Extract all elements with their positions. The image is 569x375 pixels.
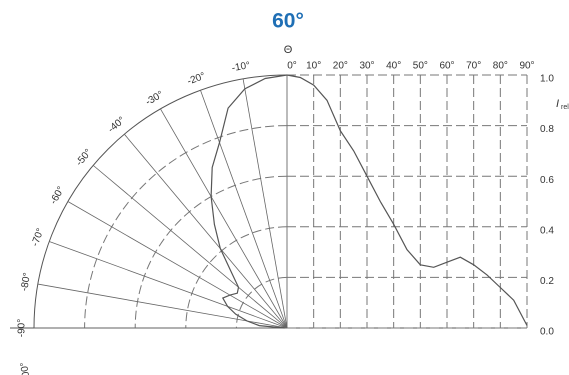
polar-tick-label: -20°: [186, 71, 207, 88]
y-tick-label: 0.8: [540, 124, 554, 135]
polar-spoke: [67, 201, 288, 329]
polar-curve: [210, 74, 288, 329]
polar-ring: [235, 276, 288, 329]
y-tick-label: 1.0: [540, 74, 554, 85]
y-tick-label: 0.2: [540, 276, 554, 287]
x-tick-label: 30°: [359, 61, 374, 72]
polar-ring: [185, 226, 288, 329]
polar-tick-label: -60°: [48, 185, 67, 206]
polar-tick-label: -90°: [17, 319, 28, 337]
intensity-curve: [286, 74, 528, 326]
y-tick-label: 0.0: [540, 327, 554, 338]
x-tick-label: 90°: [519, 61, 534, 72]
polar-ring: [84, 125, 288, 329]
polar-tick-label: -50°: [74, 147, 94, 168]
polar-spoke: [124, 133, 288, 329]
x-tick-label: 50°: [413, 61, 428, 72]
x-tick-label: 20°: [333, 61, 348, 72]
x-tick-label: 10°: [306, 61, 321, 72]
y-tick-label: 0.6: [540, 175, 554, 186]
polar-tick-label: -40°: [106, 115, 127, 135]
polar-spoke: [92, 165, 288, 329]
polar-tick-label: -70°: [30, 227, 47, 248]
x-tick-label: 80°: [493, 61, 508, 72]
y-axis-label: I: [556, 98, 559, 110]
polar-tick-label: -80°: [19, 272, 33, 292]
y-tick-label: 0.4: [540, 225, 554, 236]
polar-spoke: [49, 241, 288, 329]
y-axis-label-sub: rel: [561, 104, 569, 111]
x-tick-label: 0°: [287, 61, 297, 72]
polar-tick-label: -30°: [144, 89, 165, 108]
chart-title: 60°: [272, 10, 304, 33]
polar-tick-label: -100°: [19, 361, 34, 375]
x-tick-label: 60°: [439, 61, 454, 72]
x-tick-label: 70°: [466, 61, 481, 72]
polar-spoke: [200, 90, 288, 329]
x-axis-label: Θ: [284, 44, 293, 56]
polar-spoke: [242, 78, 288, 329]
polar-spoke: [160, 108, 288, 329]
polar-ring: [134, 175, 288, 329]
polar-tick-label: -10°: [231, 60, 251, 74]
polar-ring: [33, 74, 288, 329]
x-tick-label: 40°: [386, 61, 401, 72]
